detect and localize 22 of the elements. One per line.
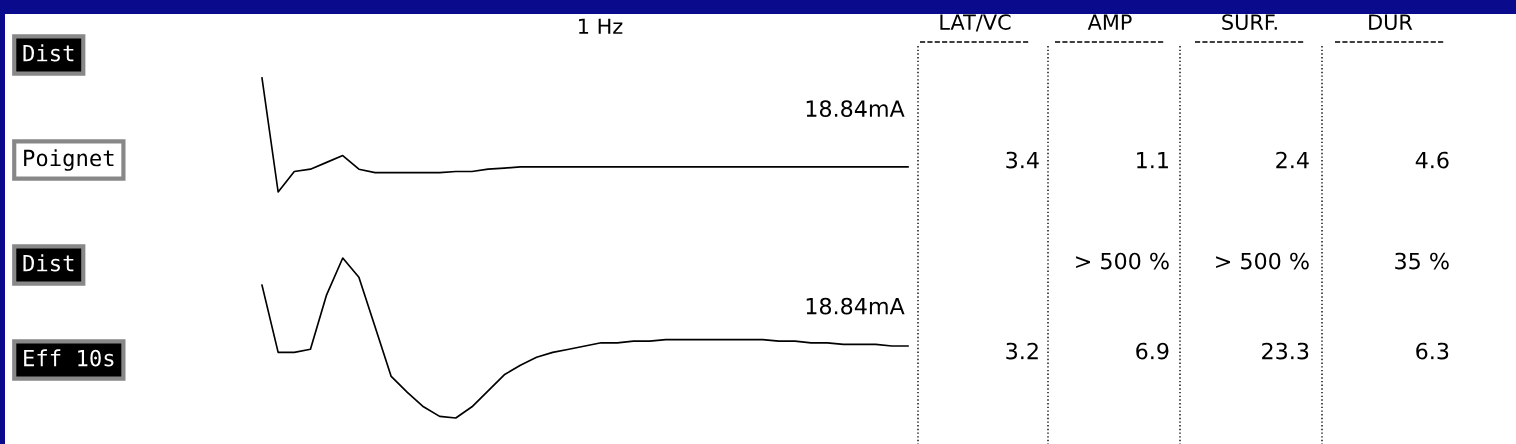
text: Dist <box>23 44 74 62</box>
text: Poignet <box>24 149 114 171</box>
text: > 500 % <box>1076 252 1169 270</box>
text: 6.3 <box>1416 342 1449 360</box>
text: 23.3 <box>1262 342 1309 360</box>
category-label: DUR <box>1369 14 1413 30</box>
category-label: AMP <box>1087 14 1132 30</box>
text: 3.2 <box>1006 342 1038 360</box>
text: > 500 % <box>1216 252 1309 270</box>
category-label: SURF. <box>1222 14 1277 30</box>
text: 3.4 <box>1006 151 1039 169</box>
text: 35 % <box>1395 252 1449 270</box>
category-label: LAT/VC <box>940 14 1011 32</box>
annotation: 18.84mA <box>806 297 905 315</box>
text: 2.4 <box>1276 151 1309 169</box>
text: Dist <box>23 254 74 272</box>
text: 6.9 <box>1136 342 1169 360</box>
chart-title: 1 Hz <box>579 18 623 34</box>
text: 4.6 <box>1415 151 1449 169</box>
text: 1.1 <box>1137 151 1168 169</box>
annotation: 18.84mA <box>806 100 905 118</box>
text: Eff 10s <box>24 349 114 367</box>
